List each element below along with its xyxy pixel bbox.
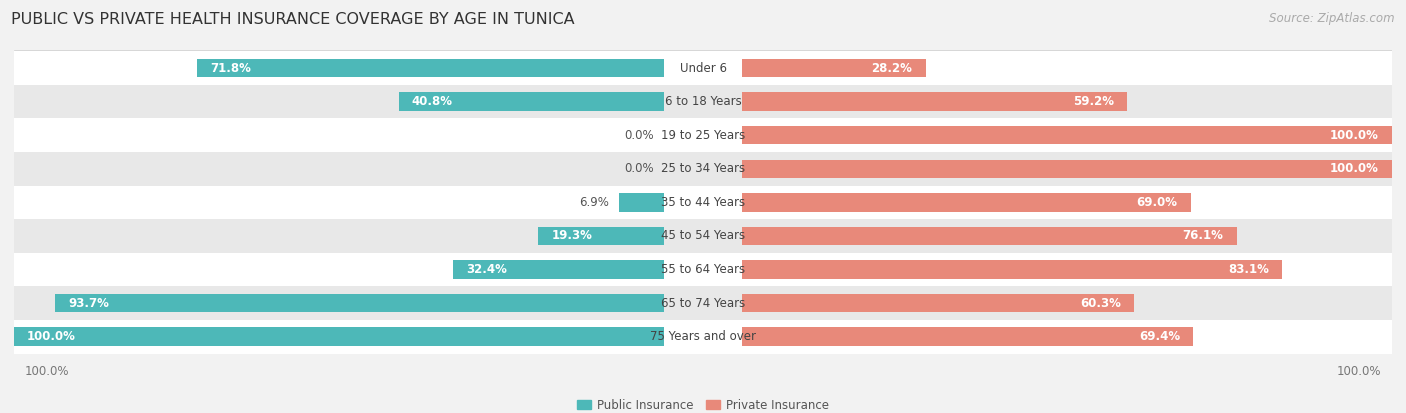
Bar xyxy=(742,59,925,77)
Text: 69.4%: 69.4% xyxy=(1139,330,1180,343)
Text: 83.1%: 83.1% xyxy=(1229,263,1270,276)
Text: Source: ZipAtlas.com: Source: ZipAtlas.com xyxy=(1270,12,1395,25)
Text: 32.4%: 32.4% xyxy=(467,263,508,276)
Text: 100.0%: 100.0% xyxy=(1330,129,1379,142)
Bar xyxy=(14,51,1392,85)
Bar xyxy=(14,152,1392,185)
Text: 71.8%: 71.8% xyxy=(211,62,252,74)
Text: 93.7%: 93.7% xyxy=(67,297,110,310)
Text: 59.2%: 59.2% xyxy=(1073,95,1114,108)
Text: 75 Years and over: 75 Years and over xyxy=(650,330,756,343)
Bar xyxy=(14,253,1392,286)
Bar xyxy=(14,328,664,346)
Bar xyxy=(14,85,1392,119)
Bar xyxy=(742,294,1135,312)
Text: 45 to 54 Years: 45 to 54 Years xyxy=(661,230,745,242)
Text: 35 to 44 Years: 35 to 44 Years xyxy=(661,196,745,209)
Text: 55 to 64 Years: 55 to 64 Years xyxy=(661,263,745,276)
Text: 76.1%: 76.1% xyxy=(1182,230,1223,242)
Bar xyxy=(55,294,664,312)
Text: PUBLIC VS PRIVATE HEALTH INSURANCE COVERAGE BY AGE IN TUNICA: PUBLIC VS PRIVATE HEALTH INSURANCE COVER… xyxy=(11,12,575,27)
Bar xyxy=(742,126,1392,145)
Text: 40.8%: 40.8% xyxy=(412,95,453,108)
Text: 100.0%: 100.0% xyxy=(1330,162,1379,175)
Bar xyxy=(14,185,1392,219)
Text: 0.0%: 0.0% xyxy=(624,129,654,142)
Bar xyxy=(14,219,1392,253)
Bar xyxy=(453,260,664,279)
Text: 6 to 18 Years: 6 to 18 Years xyxy=(665,95,741,108)
Legend: Public Insurance, Private Insurance: Public Insurance, Private Insurance xyxy=(572,394,834,413)
Text: 100.0%: 100.0% xyxy=(27,330,76,343)
Bar xyxy=(197,59,664,77)
Text: 0.0%: 0.0% xyxy=(624,162,654,175)
Bar xyxy=(742,260,1282,279)
Text: 60.3%: 60.3% xyxy=(1080,297,1121,310)
Text: 69.0%: 69.0% xyxy=(1136,196,1177,209)
Text: Under 6: Under 6 xyxy=(679,62,727,74)
Bar xyxy=(14,119,1392,152)
Text: 19 to 25 Years: 19 to 25 Years xyxy=(661,129,745,142)
Bar xyxy=(399,93,664,111)
Text: 6.9%: 6.9% xyxy=(579,196,609,209)
Bar xyxy=(742,328,1194,346)
Bar xyxy=(742,193,1191,211)
Text: 25 to 34 Years: 25 to 34 Years xyxy=(661,162,745,175)
Bar xyxy=(742,93,1128,111)
Bar xyxy=(619,193,664,211)
Bar xyxy=(742,227,1237,245)
Bar xyxy=(538,227,664,245)
Text: 65 to 74 Years: 65 to 74 Years xyxy=(661,297,745,310)
Bar xyxy=(742,159,1392,178)
Text: 19.3%: 19.3% xyxy=(551,230,592,242)
Text: 28.2%: 28.2% xyxy=(872,62,912,74)
Bar xyxy=(14,286,1392,320)
Bar xyxy=(14,320,1392,354)
